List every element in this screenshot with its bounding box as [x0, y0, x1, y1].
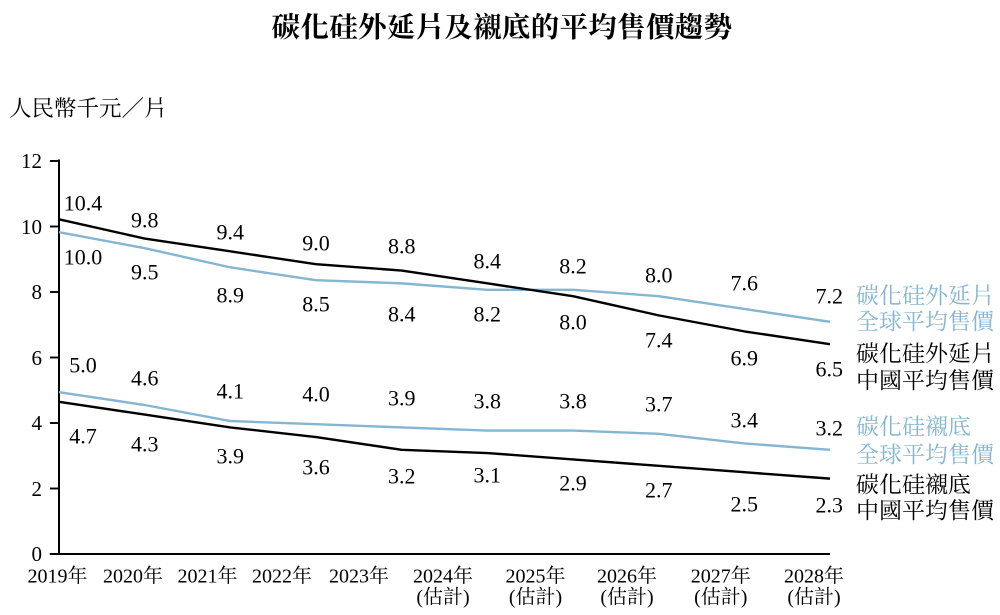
line-epi-china	[58, 218, 831, 346]
x-axis-note: (估計)	[694, 586, 748, 609]
legend-sub-global-line1: 碳化硅襯底	[856, 408, 971, 442]
value-label-sub-china: 2.3	[815, 492, 844, 518]
value-label-epi-global: 10.0	[63, 244, 103, 270]
value-label-epi-global: 7.2	[815, 283, 844, 309]
value-label-sub-china: 3.2	[387, 463, 416, 489]
legend-sub-global-line2: 全球平均售價	[856, 436, 994, 470]
y-tick-label: 12	[21, 149, 42, 173]
x-axis-label: 2023年	[329, 565, 389, 588]
x-axis-label: 2020年	[103, 565, 163, 588]
legend-sub-china-line1: 碳化硅襯底	[856, 466, 971, 500]
x-axis-note: (估計)	[600, 586, 654, 609]
value-label-sub-global: 5.0	[69, 352, 97, 378]
value-label-sub-global: 4.0	[302, 381, 330, 407]
value-label-epi-global: 8.2	[473, 301, 502, 327]
value-label-sub-global: 4.1	[216, 378, 245, 403]
value-label-epi-global: 7.6	[730, 270, 759, 296]
line-sub-china	[58, 400, 831, 480]
legend-sub-china-line2: 中國平均售價	[856, 492, 994, 526]
value-label-epi-global: 8.2	[559, 253, 587, 279]
value-label-epi-global: 8.4	[387, 301, 416, 327]
value-label-sub-china: 2.7	[644, 477, 673, 503]
value-label-epi-global: 9.5	[130, 259, 159, 285]
value-label-epi-china: 6.5	[815, 356, 844, 382]
legend-epi-global-line1: 碳化硅外延片	[856, 277, 994, 311]
legend-epi-china-line2: 中國平均售價	[856, 362, 994, 396]
x-axis-label: 2027年	[690, 565, 751, 588]
value-label-sub-global: 4.6	[130, 365, 159, 390]
value-label-epi-china: 10.4	[63, 190, 103, 216]
value-label-epi-china: 8.4	[473, 248, 502, 274]
value-label-epi-global: 8.0	[644, 262, 673, 288]
x-axis-note: (估計)	[787, 586, 841, 609]
x-axis-label: 2022年	[252, 565, 312, 588]
value-label-sub-china: 3.1	[473, 462, 502, 488]
value-label-sub-global: 3.4	[730, 407, 759, 433]
value-label-epi-global: 8.9	[216, 282, 245, 308]
value-label-epi-global: 8.5	[302, 291, 330, 317]
x-axis-note: (估計)	[508, 586, 563, 609]
x-axis-label: 2025年	[505, 565, 566, 588]
value-label-epi-china: 8.0	[559, 309, 587, 335]
value-label-sub-china: 4.3	[130, 431, 159, 457]
value-label-sub-global: 3.9	[387, 385, 416, 410]
value-label-sub-china: 4.7	[69, 423, 97, 449]
value-label-sub-global: 3.7	[644, 391, 673, 417]
y-tick-label: 2	[31, 476, 43, 501]
value-label-epi-china: 8.8	[387, 233, 416, 259]
y-axis-unit-label: 人民幣千元／片	[9, 91, 167, 123]
y-tick-label: 6	[31, 345, 43, 370]
chart-title: 碳化硅外延片及襯底的平均售價趨勢	[271, 5, 733, 46]
value-label-sub-global: 3.2	[815, 415, 844, 441]
y-tick-label: 8	[31, 280, 43, 304]
value-label-sub-china: 2.9	[559, 470, 587, 496]
line-sub-global	[58, 391, 831, 452]
x-axis-label: 2019年	[27, 565, 88, 588]
value-label-epi-china: 6.9	[730, 345, 759, 371]
legend-epi-china-line1: 碳化硅外延片	[856, 335, 994, 369]
value-label-sub-china: 3.6	[302, 454, 330, 480]
value-label-epi-china: 9.8	[130, 207, 159, 233]
value-label-epi-china: 7.4	[644, 327, 673, 353]
x-axis-label: 2021年	[177, 565, 238, 588]
y-tick-label: 10	[21, 214, 42, 239]
line-epi-global	[58, 230, 831, 323]
value-label-epi-china: 9.4	[216, 219, 245, 245]
value-label-sub-global: 3.8	[559, 388, 587, 413]
y-tick-label: 0	[31, 542, 43, 566]
value-label-epi-china: 9.0	[302, 230, 330, 256]
legend-epi-global-line2: 全球平均售價	[856, 303, 994, 337]
x-axis-label: 2028年	[784, 565, 844, 588]
x-axis-note: (估計)	[416, 586, 470, 609]
value-label-sub-china: 2.5	[730, 491, 759, 517]
value-label-sub-china: 3.9	[216, 443, 245, 469]
x-axis-label: 2026年	[597, 565, 657, 588]
y-tick-label: 4	[31, 411, 43, 435]
value-label-sub-global: 3.8	[473, 388, 502, 413]
x-axis-label: 2024年	[413, 565, 473, 588]
